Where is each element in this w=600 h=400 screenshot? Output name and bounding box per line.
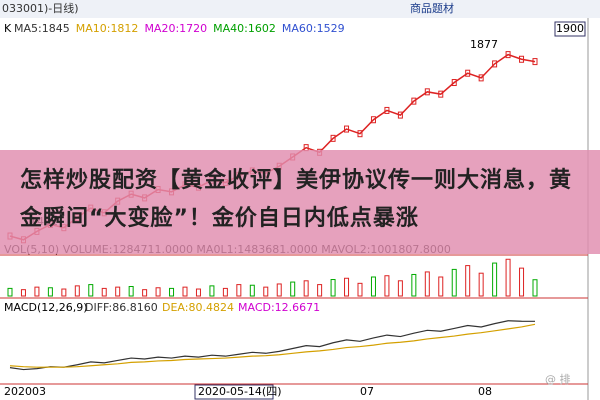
macd-dea: DEA:80.4824 — [162, 301, 234, 314]
watermark: @ 排 — [545, 372, 571, 386]
candle — [451, 79, 457, 87]
candle — [465, 69, 471, 77]
volume-bar — [532, 279, 538, 297]
volume-bar — [20, 289, 26, 297]
ma-label: MA10:1812 — [76, 22, 139, 35]
volume-bar — [115, 286, 121, 297]
macd-line — [9, 320, 536, 371]
ma-label: MA60:1529 — [282, 22, 345, 35]
volume-bar — [169, 287, 175, 297]
date-label: 07 — [360, 385, 374, 398]
candle — [424, 88, 430, 96]
volume-bar — [478, 272, 484, 297]
volume-bar — [330, 279, 336, 297]
volume-bar — [101, 287, 107, 297]
volume-bar — [142, 289, 148, 297]
title-bar — [0, 0, 600, 18]
candle — [384, 106, 390, 114]
candle — [532, 58, 538, 66]
volume-bar — [465, 265, 471, 297]
ma-label: MA5:1845 — [14, 22, 70, 35]
volume-bar — [209, 285, 215, 297]
candle — [330, 134, 336, 142]
headline: 怎样炒股配资【黄金收评】美伊协议传一则大消息，黄金瞬间“大变脸”！金价自日内低点… — [20, 168, 573, 231]
date-box — [194, 384, 274, 400]
macd-diff: DIFF:86.8160 — [85, 301, 158, 314]
volume-bar — [492, 262, 498, 297]
volume-bar — [411, 273, 417, 297]
volume-bar — [438, 276, 444, 297]
volume-bar — [424, 271, 430, 297]
volume-bar — [155, 287, 161, 297]
volume-bar — [88, 284, 94, 297]
volume-bar — [236, 284, 242, 297]
macd-line — [9, 323, 536, 368]
volume-bar — [451, 268, 457, 297]
volume-bar — [276, 283, 282, 297]
volume-bar — [34, 286, 40, 297]
price-box-text: 1900 — [556, 22, 584, 35]
high-label: 1877 — [470, 38, 498, 51]
volume-bar — [317, 284, 323, 297]
volume-bar — [222, 287, 228, 297]
date-label: 2020-05-14(四) — [198, 385, 282, 398]
window-title: 033001)-日线) — [2, 1, 79, 15]
volume-bar — [303, 280, 309, 297]
volume-bar — [344, 277, 350, 297]
date-label: 08 — [478, 385, 492, 398]
volume-bar — [370, 276, 376, 297]
ma-label: MA20:1720 — [144, 22, 207, 35]
candle — [505, 51, 511, 59]
volume-bar — [290, 281, 296, 297]
volume-bar — [249, 284, 255, 297]
candle — [397, 111, 403, 119]
volume-bar — [519, 267, 525, 297]
volume-bar — [47, 287, 53, 297]
candle — [492, 60, 498, 68]
volume-bar — [7, 287, 13, 297]
volume-bar — [397, 280, 403, 297]
price-box — [554, 21, 586, 37]
macd-macd: MACD:12.6671 — [238, 301, 320, 314]
headline-overlay: 怎样炒股配资【黄金收评】美伊协议传一则大消息，黄金瞬间“大变脸”！金价自日内低点… — [0, 150, 600, 254]
volume-bar — [74, 285, 80, 297]
volume-bar — [263, 286, 269, 297]
volume-bar — [384, 275, 390, 297]
candle — [519, 55, 525, 63]
candle — [411, 97, 417, 105]
volume-bar — [182, 286, 188, 297]
volume-bar — [505, 258, 511, 297]
candle — [344, 125, 350, 133]
volume-bar — [195, 288, 201, 297]
candle — [438, 90, 444, 98]
tab[interactable]: 商品题材 — [410, 1, 454, 15]
candle — [370, 116, 376, 124]
candle — [478, 74, 484, 82]
volume-bar — [61, 288, 67, 297]
ma-label: MA40:1602 — [213, 22, 276, 35]
volume-bar — [128, 286, 134, 297]
macd-label: MACD(12,26,9) — [4, 301, 88, 314]
k-label: K — [4, 22, 12, 35]
volume-bar — [357, 282, 363, 297]
date-label: 202003 — [4, 385, 46, 398]
candle — [357, 130, 363, 138]
